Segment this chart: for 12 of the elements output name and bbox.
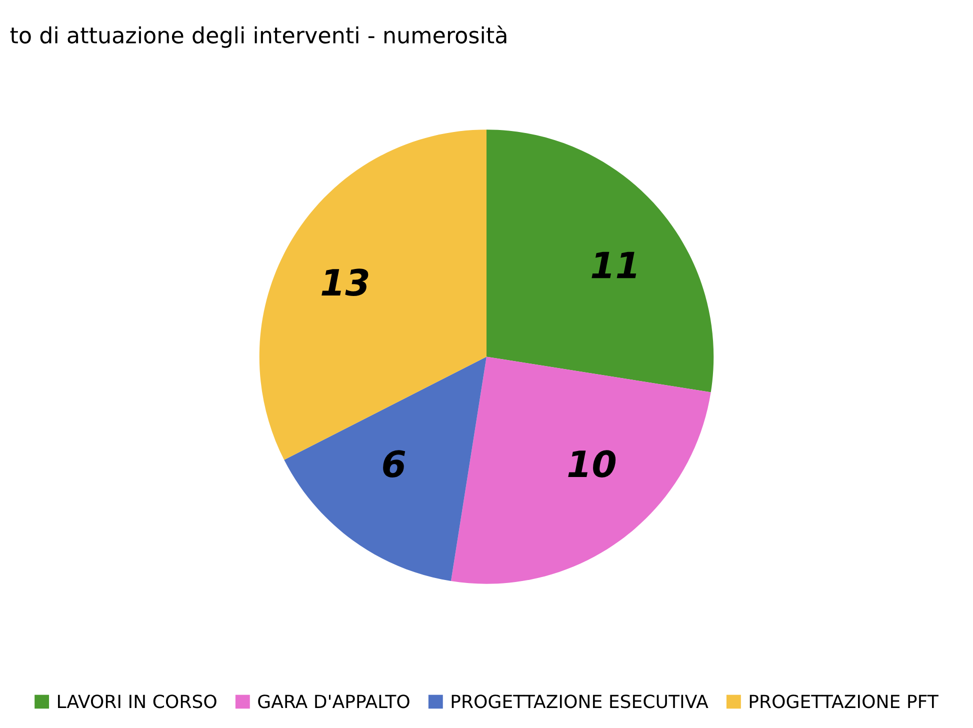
data-label: 11 bbox=[592, 252, 636, 278]
data-label: 6 bbox=[383, 450, 406, 478]
pie-slice bbox=[284, 356, 486, 582]
legend-label: PROGETTAZIONE ESECUTIVA bbox=[452, 694, 708, 708]
legend-label: GARA D'APPALTO bbox=[258, 694, 410, 708]
data-label: 10 bbox=[568, 450, 616, 478]
legend-label: PROGETTAZIONE PFT bbox=[750, 694, 938, 708]
pie-slice bbox=[450, 356, 711, 584]
legend-label: LAVORI IN CORSO bbox=[58, 694, 216, 708]
data-label: 13 bbox=[322, 268, 368, 296]
chart-title: to di attuazione degli interventi - numerosità bbox=[10, 25, 506, 48]
pie-slice bbox=[486, 130, 714, 392]
